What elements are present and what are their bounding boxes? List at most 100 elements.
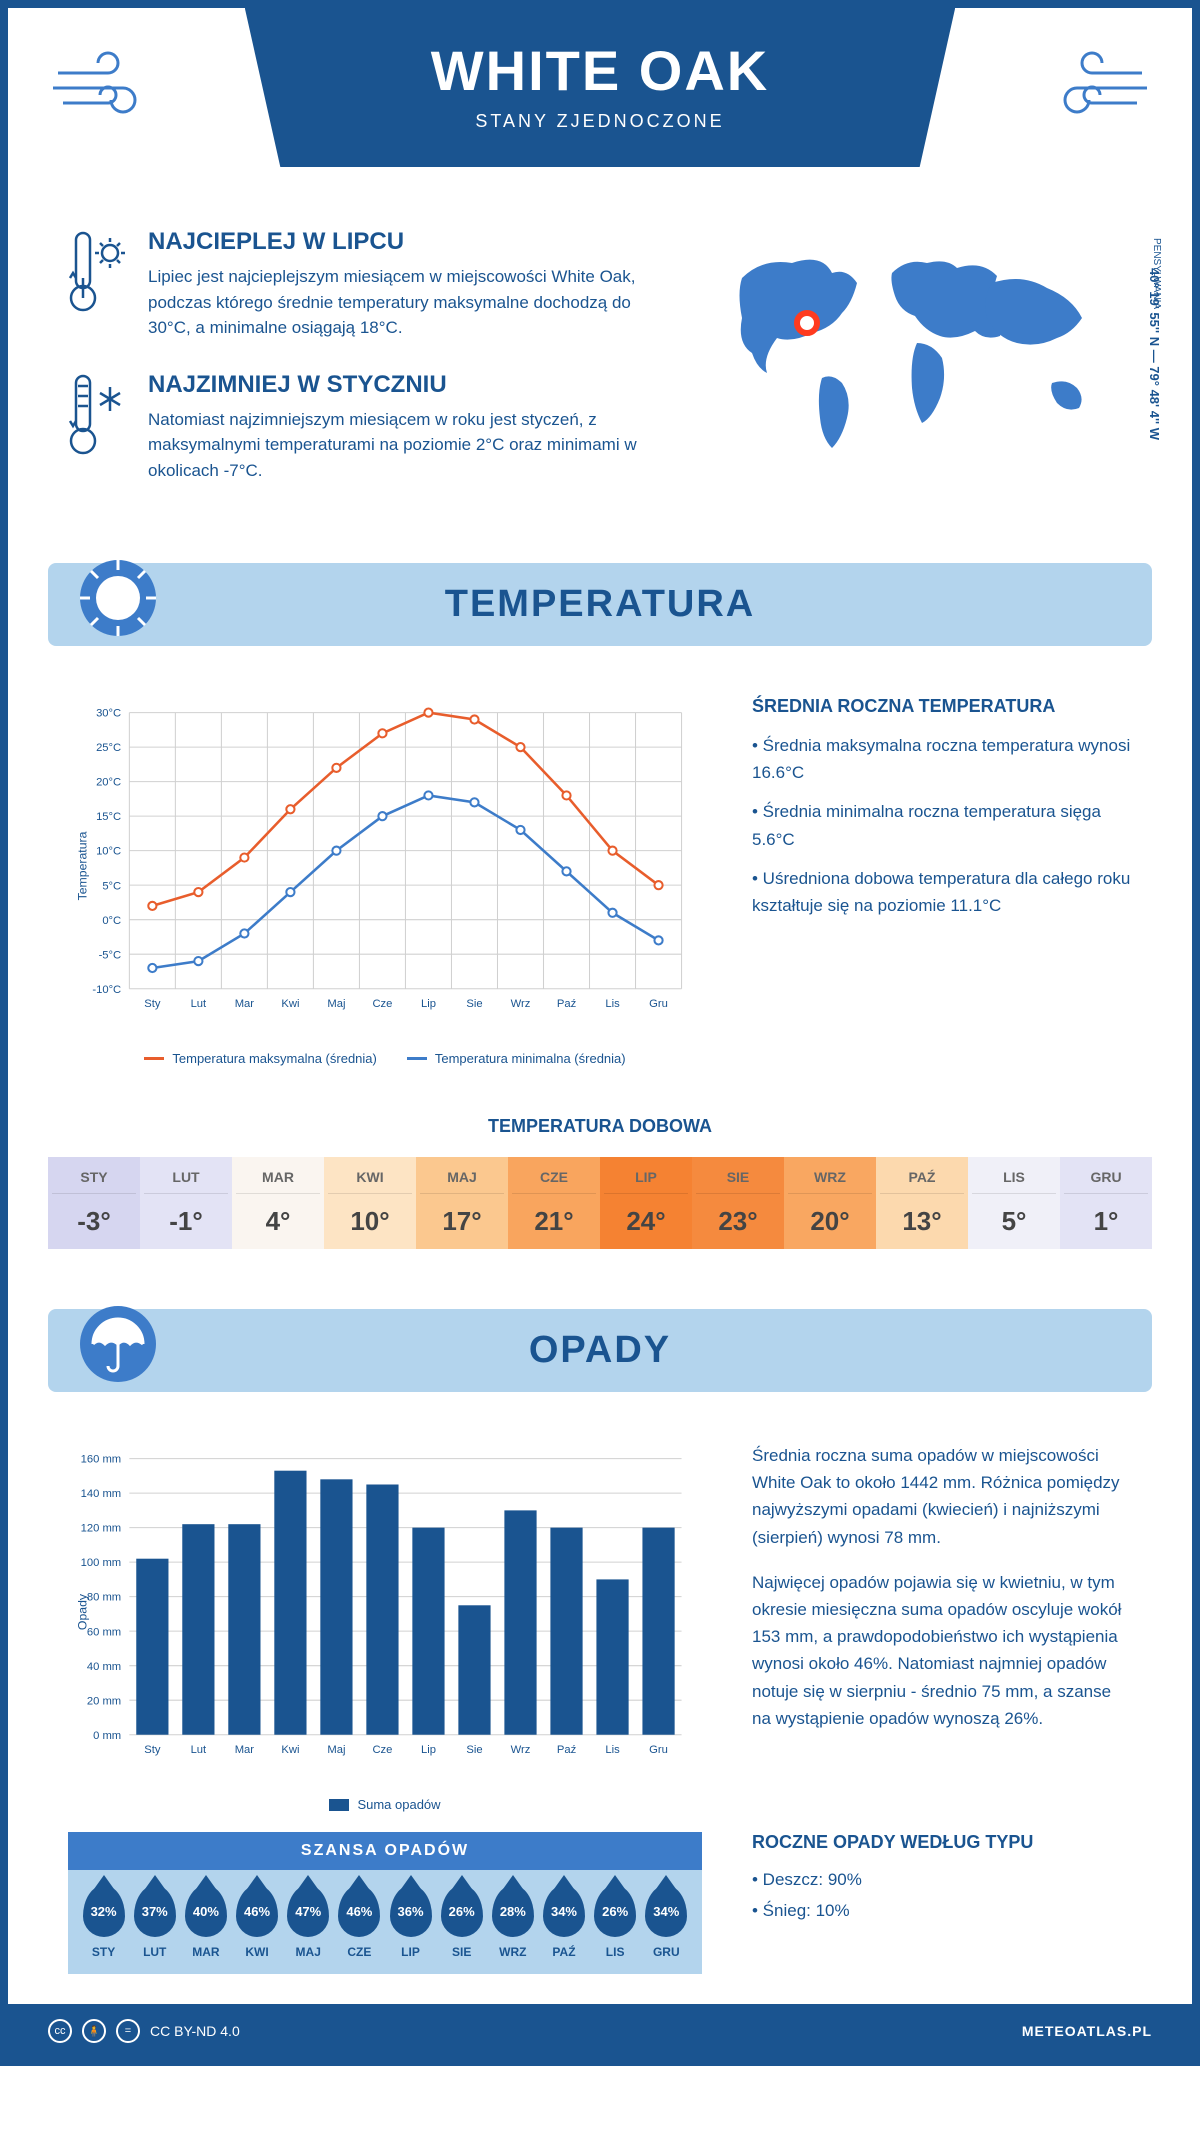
svg-text:140 mm: 140 mm — [81, 1488, 122, 1500]
temp-cell-value: 20° — [788, 1194, 872, 1237]
drop-month: STY — [83, 1945, 125, 1959]
svg-text:Mar: Mar — [235, 1744, 255, 1756]
temperature-legend: Temperatura maksymalna (średnia) Tempera… — [68, 1051, 702, 1066]
temp-cell: CZE 21° — [508, 1157, 600, 1249]
svg-text:120 mm: 120 mm — [81, 1523, 122, 1535]
svg-text:-5°C: -5°C — [99, 949, 122, 961]
temp-cell-month: LIP — [604, 1169, 688, 1194]
drop-month: MAR — [185, 1945, 227, 1959]
svg-text:Sty: Sty — [144, 998, 161, 1010]
temperature-title: TEMPERATURA — [445, 583, 756, 626]
precipitation-section-header: OPADY — [48, 1309, 1152, 1392]
temp-cell-value: 5° — [972, 1194, 1056, 1237]
svg-text:Maj: Maj — [327, 1744, 345, 1756]
temp-cell: LIS 5° — [968, 1157, 1060, 1249]
temp-cell: MAR 4° — [232, 1157, 324, 1249]
svg-text:20 mm: 20 mm — [87, 1695, 121, 1707]
cc-icon: cc — [48, 2019, 72, 2043]
drop-month: CZE — [338, 1945, 380, 1959]
temp-cell-month: KWI — [328, 1169, 412, 1194]
temp-cell-value: 24° — [604, 1194, 688, 1237]
map-column: PENSYLWANIA 40° 19' 55'' N — 79° 48' 4''… — [712, 228, 1132, 513]
drop-icon: 40% — [185, 1885, 227, 1937]
temp-cell: STY -3° — [48, 1157, 140, 1249]
legend-min-label: Temperatura minimalna (średnia) — [435, 1051, 626, 1066]
drop-icon: 26% — [594, 1885, 636, 1937]
drop-month: GRU — [645, 1945, 687, 1959]
temperature-line-chart: -10°C-5°C0°C5°C10°C15°C20°C25°C30°CStyLu… — [68, 696, 702, 1036]
chance-drop: 37% LUT — [134, 1885, 176, 1959]
drop-month: LUT — [134, 1945, 176, 1959]
drop-month: MAJ — [287, 1945, 329, 1959]
temp-cell-value: 4° — [236, 1194, 320, 1237]
page-title: WHITE OAK — [285, 38, 915, 103]
header: WHITE OAK STANY ZJEDNOCZONE — [8, 8, 1192, 208]
wind-decoration-left — [48, 48, 158, 133]
precip-by-type: ROCZNE OPADY WEDŁUG TYPU • Deszcz: 90% •… — [752, 1832, 1132, 1926]
temp-cell-month: PAŹ — [880, 1169, 964, 1194]
svg-text:Paź: Paź — [557, 998, 577, 1010]
temperature-chart-container: -10°C-5°C0°C5°C10°C15°C20°C25°C30°CStyLu… — [68, 696, 702, 1066]
license-text: CC BY-ND 4.0 — [150, 2023, 240, 2039]
drop-icon: 34% — [543, 1885, 585, 1937]
sun-icon — [78, 558, 158, 638]
precipitation-legend: Suma opadów — [68, 1797, 702, 1812]
svg-text:Opady: Opady — [75, 1593, 89, 1630]
svg-text:Temperatura: Temperatura — [75, 831, 89, 900]
temp-cell: GRU 1° — [1060, 1157, 1152, 1249]
temp-cell: PAŹ 13° — [876, 1157, 968, 1249]
svg-text:Wrz: Wrz — [511, 998, 531, 1010]
chance-drop: 46% CZE — [338, 1885, 380, 1959]
temp-cell-value: -3° — [52, 1194, 136, 1237]
svg-text:Paź: Paź — [557, 1744, 577, 1756]
chance-section: SZANSA OPADÓW 32% STY 37% LUT 40% MAR 46… — [8, 1832, 1192, 2004]
drop-icon: 26% — [441, 1885, 483, 1937]
svg-text:15°C: 15°C — [96, 811, 121, 823]
daily-temp-table: STY -3° LUT -1° MAR 4° KWI 10° MAJ 17° C… — [48, 1157, 1152, 1249]
svg-text:Sie: Sie — [466, 1744, 482, 1756]
drop-month: PAŹ — [543, 1945, 585, 1959]
precipitation-info: Średnia roczna suma opadów w miejscowośc… — [752, 1442, 1132, 1812]
chance-drop: 26% SIE — [441, 1885, 483, 1959]
svg-text:Kwi: Kwi — [281, 998, 299, 1010]
avg-temp-title: ŚREDNIA ROCZNA TEMPERATURA — [752, 696, 1132, 717]
chance-drop: 26% LIS — [594, 1885, 636, 1959]
avg-daily-text: • Uśredniona dobowa temperatura dla całe… — [752, 865, 1132, 919]
temp-cell-value: 17° — [420, 1194, 504, 1237]
thermometer-snow-icon — [68, 371, 128, 484]
temp-cell-month: WRZ — [788, 1169, 872, 1194]
coldest-body: Natomiast najzimniejszym miesiącem w rok… — [148, 407, 672, 484]
svg-text:-10°C: -10°C — [92, 984, 121, 996]
drop-icon: 46% — [236, 1885, 278, 1937]
drop-icon: 46% — [338, 1885, 380, 1937]
nd-icon: = — [116, 2019, 140, 2043]
svg-text:160 mm: 160 mm — [81, 1454, 122, 1466]
temperature-info: ŚREDNIA ROCZNA TEMPERATURA • Średnia mak… — [752, 696, 1132, 1066]
legend-min-swatch — [407, 1057, 427, 1060]
wind-decoration-right — [1042, 48, 1152, 133]
svg-text:Gru: Gru — [649, 1744, 668, 1756]
daily-temp-title: TEMPERATURA DOBOWA — [48, 1116, 1152, 1137]
temp-cell-month: MAR — [236, 1169, 320, 1194]
svg-text:Lut: Lut — [191, 998, 207, 1010]
svg-text:100 mm: 100 mm — [81, 1557, 122, 1569]
svg-text:Lis: Lis — [605, 1744, 620, 1756]
footer: cc 🧍 = CC BY-ND 4.0 METEOATLAS.PL — [8, 2004, 1192, 2058]
svg-text:Lis: Lis — [605, 998, 620, 1010]
page-subtitle: STANY ZJEDNOCZONE — [285, 111, 915, 132]
temp-cell: LIP 24° — [600, 1157, 692, 1249]
hottest-text: NAJCIEPLEJ W LIPCU Lipiec jest najcieple… — [148, 228, 672, 341]
world-map — [712, 228, 1132, 468]
svg-text:10°C: 10°C — [96, 846, 121, 858]
legend-precip-label: Suma opadów — [357, 1797, 440, 1812]
drop-icon: 37% — [134, 1885, 176, 1937]
drop-month: SIE — [441, 1945, 483, 1959]
legend-max: Temperatura maksymalna (średnia) — [144, 1051, 376, 1066]
svg-text:Lut: Lut — [191, 1744, 207, 1756]
drop-icon: 36% — [390, 1885, 432, 1937]
chance-drop: 32% STY — [83, 1885, 125, 1959]
precip-summary-2: Najwięcej opadów pojawia się w kwietniu,… — [752, 1569, 1132, 1732]
intro-text-column: NAJCIEPLEJ W LIPCU Lipiec jest najcieple… — [68, 228, 672, 513]
legend-min: Temperatura minimalna (średnia) — [407, 1051, 626, 1066]
temp-cell-month: LIS — [972, 1169, 1056, 1194]
